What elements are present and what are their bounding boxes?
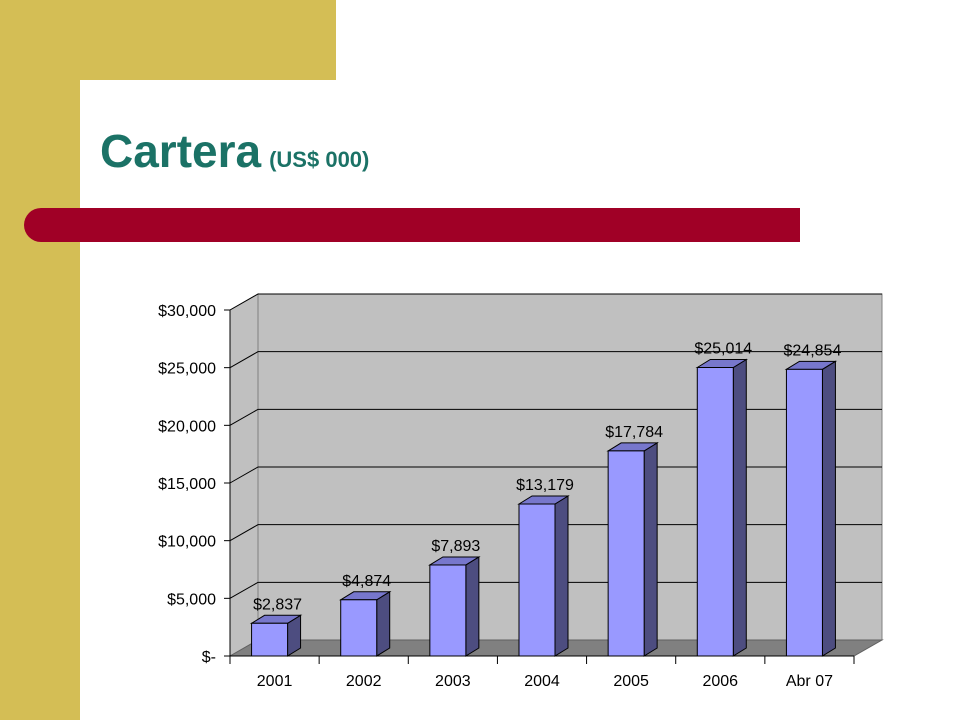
bar-front: [518, 503, 556, 657]
data-labels: $2,837 $4,874 $7,893 $13,179 $17,784 $25,014 $…: [253, 341, 841, 614]
title-units: (US$ 000): [269, 147, 370, 172]
y-tick-label: $5,000: [167, 591, 216, 608]
bar-front: [340, 599, 378, 657]
gridline: [229, 293, 882, 311]
x-tick-label: 2003: [435, 673, 471, 690]
bar-front: [785, 368, 823, 657]
bars: [249, 358, 838, 657]
gridline: [229, 581, 882, 599]
top-accent-block: [80, 0, 336, 80]
data-label: $7,893: [431, 538, 480, 555]
gridline: [229, 466, 882, 484]
bar-front: [429, 564, 467, 657]
data-label: $24,854: [784, 342, 842, 359]
bar-side: [732, 358, 747, 657]
gridline: [229, 351, 882, 369]
gridline: [229, 408, 882, 426]
data-label: $2,837: [253, 596, 302, 613]
y-tick-label: $-: [202, 649, 216, 666]
bar-front: [251, 622, 289, 657]
x-tick-label: 2001: [257, 673, 293, 690]
bar: [338, 590, 392, 657]
bar-front: [607, 450, 645, 657]
x-tick-label: 2006: [702, 673, 738, 690]
bar-chart: $- $5,000 $10,000 $15,000 $20,000 $25,000 $30,…: [158, 293, 884, 690]
bar-side: [465, 556, 480, 657]
bar: [606, 441, 659, 657]
data-label: $13,179: [516, 477, 574, 494]
slide-title: Cartera (US$ 000): [100, 124, 369, 178]
y-tick-label: $20,000: [158, 418, 216, 435]
data-label: $17,784: [605, 424, 663, 441]
x-tick-label: 2005: [613, 673, 649, 690]
y-axis-ticks: $- $5,000 $10,000 $15,000 $20,000 $25,000 $30,…: [158, 303, 854, 666]
title-rule: [24, 208, 800, 242]
bar: [249, 614, 303, 657]
bar-side: [821, 360, 836, 657]
x-tick-label: 2004: [524, 673, 560, 690]
data-label: $25,014: [694, 341, 752, 358]
y-tick-label: $10,000: [158, 534, 216, 551]
x-tick-label: 2002: [346, 673, 382, 690]
data-label: $4,874: [342, 573, 391, 590]
gridlines: [229, 293, 882, 599]
bar: [517, 495, 570, 657]
title-text: Cartera: [100, 125, 262, 177]
bar: [428, 556, 481, 657]
bar: [784, 360, 838, 657]
x-axis-labels: 2001 2002 2003 2004 2005 2006 Abr 07: [229, 656, 855, 690]
y-tick-label: $30,000: [158, 303, 216, 320]
gridline: [229, 524, 882, 542]
x-tick-label: Abr 07: [786, 673, 833, 690]
side-accent-bar: [0, 0, 80, 720]
y-tick-label: $25,000: [158, 361, 216, 378]
bar: [695, 358, 749, 657]
bar-side: [643, 441, 658, 657]
bar-side: [554, 495, 569, 657]
bar-side: [376, 590, 391, 657]
bar-front: [696, 367, 734, 657]
y-tick-label: $15,000: [158, 476, 216, 493]
